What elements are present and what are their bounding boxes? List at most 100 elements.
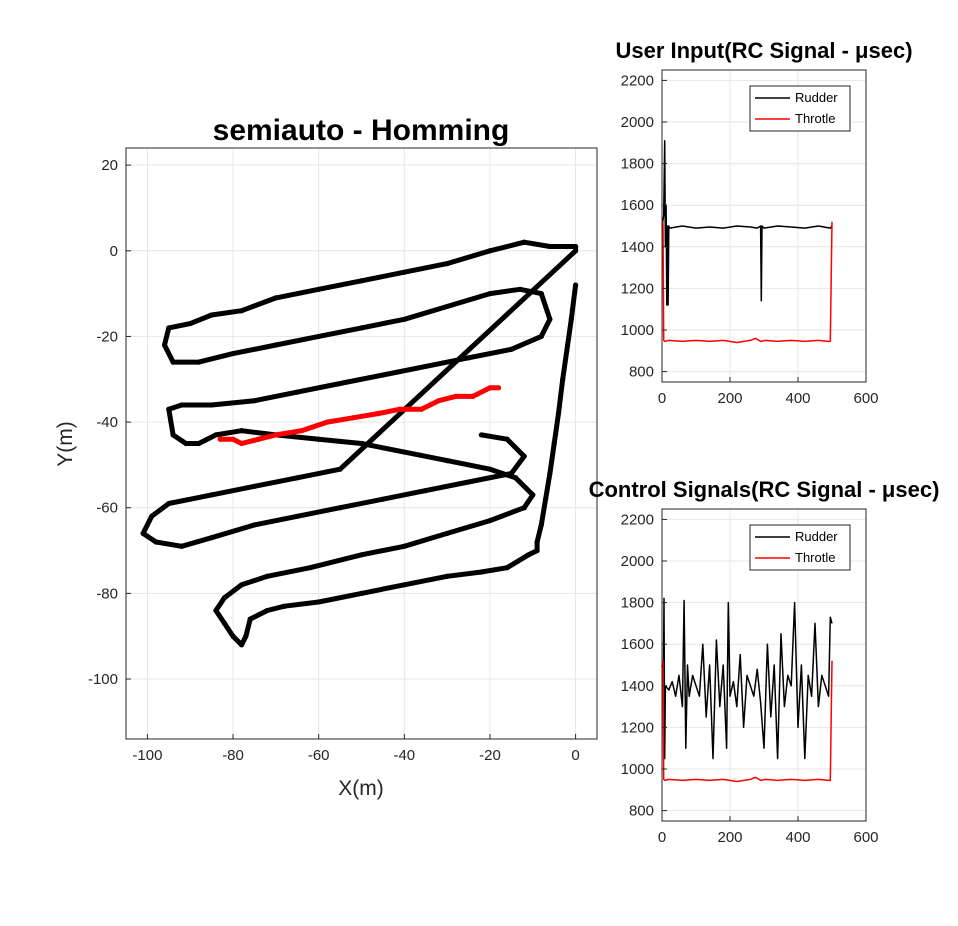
x-tick-label: 0 <box>658 829 666 846</box>
trajectory-point <box>530 492 536 498</box>
trajectory-point <box>213 432 219 438</box>
trajectory-point <box>435 398 442 404</box>
y-tick-label: 1400 <box>621 239 654 256</box>
trajectory-point <box>564 346 570 352</box>
y-tick-label: 2000 <box>621 553 654 570</box>
trajectory-point <box>294 475 300 481</box>
legend-box <box>749 524 851 571</box>
rudder-series-line <box>661 597 833 760</box>
user-input-plot-ticks: 0 200 400 600 800 1000 1200 1400 1600 1800 2000 220… <box>621 72 879 407</box>
x-tick-label: -20 <box>479 747 501 764</box>
legend-box <box>749 85 851 132</box>
main-plot-ticks: -100 -80 -60 -40 -20 0 20 0 -20 -40 -60 -80 -100 <box>88 157 580 764</box>
trajectory-point <box>478 432 484 438</box>
trajectory-point <box>294 389 300 395</box>
trajectory-point <box>239 642 245 648</box>
trajectory-point <box>568 316 574 322</box>
trajectory-point <box>376 410 382 417</box>
trajectory-point <box>264 573 270 579</box>
trajectory-point <box>564 243 570 250</box>
trajectory-point <box>281 603 288 609</box>
trajectory-point <box>221 620 228 626</box>
trajectory-point <box>572 248 579 254</box>
x-tick-label: -40 <box>393 747 415 764</box>
trajectory-point <box>521 239 527 245</box>
legend-label: Throtle <box>795 550 835 565</box>
trajectory-point <box>251 398 258 404</box>
control-signals-plot-ticks: 0 200 400 600 800 1000 1200 1400 1600 1800 2000 220… <box>621 511 879 846</box>
trajectory-point <box>444 530 450 537</box>
trajectory-point <box>239 308 245 314</box>
x-tick-label: 200 <box>717 829 742 846</box>
trajectory-point <box>521 505 527 511</box>
trajectory-point <box>358 278 365 284</box>
trajectory-point <box>470 393 476 399</box>
trajectory-point <box>487 385 493 391</box>
main-plot-title: semiauto - Homming <box>213 114 510 147</box>
y-tick-label: 800 <box>629 803 654 820</box>
trajectory-point <box>307 565 313 571</box>
trajectory-point <box>465 479 472 485</box>
trajectory-point <box>239 582 245 588</box>
trajectory-point <box>230 350 236 357</box>
trajectory-point <box>149 513 155 519</box>
trajectory-point <box>140 530 146 537</box>
user-input-plot: 0 200 400 600 800 1000 1200 1400 1600 1800 2000 220… <box>615 38 912 407</box>
y-tick-label: 1800 <box>621 595 654 612</box>
trajectory-point <box>534 539 540 545</box>
trajectory-point <box>397 406 403 412</box>
trajectory-point <box>504 436 510 442</box>
y-tick-label: 1600 <box>621 636 654 653</box>
trajectory-point <box>551 440 557 447</box>
trajectory-point <box>273 432 279 438</box>
trajectory-point <box>196 359 202 365</box>
trajectory-point <box>230 633 236 639</box>
trajectory-point <box>358 590 365 596</box>
trajectory-point <box>183 440 189 447</box>
trajectory-point <box>517 286 523 292</box>
trajectory-point <box>401 582 407 588</box>
y-tick-label: 1000 <box>621 761 654 778</box>
trajectory-point <box>196 440 202 447</box>
y-tick-label: 20 <box>101 157 118 174</box>
trajectory-point <box>401 269 407 275</box>
trajectory-point <box>161 342 168 348</box>
main-plot-xlabel: X(m) <box>338 777 384 800</box>
user-input-plot-series <box>661 139 833 344</box>
x-tick-label: 200 <box>717 390 742 407</box>
trajectory-point <box>350 415 356 421</box>
trajectory-point <box>504 565 510 571</box>
trajectory-point <box>572 282 579 288</box>
y-tick-label: 800 <box>629 364 654 381</box>
y-tick-label: 2200 <box>621 72 654 89</box>
trajectory-point <box>358 552 365 558</box>
trajectory-point <box>495 385 502 391</box>
y-tick-label: 1200 <box>621 280 654 297</box>
trajectory-point <box>444 458 450 464</box>
trajectory-point <box>251 522 258 528</box>
trajectory-point <box>239 428 245 434</box>
trajectory-point <box>153 539 159 545</box>
trajectory-point <box>170 432 176 438</box>
x-tick-label: 600 <box>853 390 878 407</box>
trajectory-point <box>294 513 300 519</box>
trajectory-point <box>337 505 343 511</box>
trajectory-point <box>316 286 322 292</box>
trajectory-point <box>179 543 185 549</box>
trajectory-point <box>209 402 215 408</box>
user-input-plot-frame <box>661 69 867 383</box>
trajectory-point <box>465 355 472 361</box>
trajectory-point <box>418 406 425 412</box>
trajectory-point <box>273 295 279 301</box>
trajectory-point <box>213 607 219 614</box>
x-tick-label: -80 <box>222 747 244 764</box>
trajectory-point <box>555 410 562 417</box>
main-plot-frame <box>125 147 598 740</box>
trajectory-point <box>209 492 215 498</box>
trajectory-point <box>487 248 493 254</box>
y-tick-label: -20 <box>96 328 118 345</box>
control-signals-plot-frame <box>661 508 867 822</box>
trajectory-point <box>534 547 540 554</box>
legend-label: Throtle <box>795 111 835 126</box>
throtle-series-line <box>662 221 833 344</box>
